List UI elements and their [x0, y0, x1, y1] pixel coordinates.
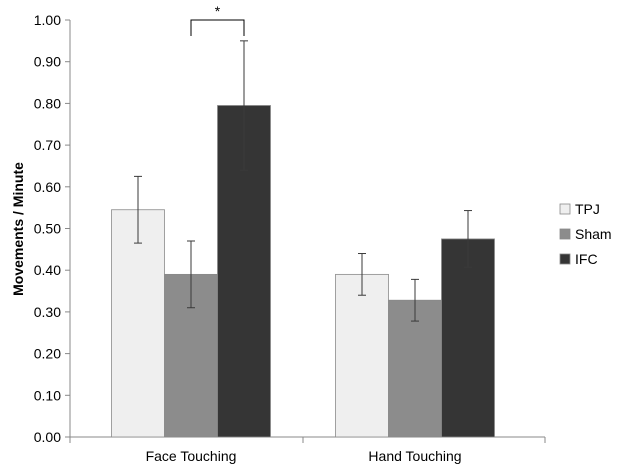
legend-swatch-ifc: [559, 253, 571, 265]
y-tick-label: 0.80: [34, 95, 61, 111]
legend-label-sham: Sham: [575, 226, 612, 242]
y-tick-label: 0.30: [34, 304, 61, 320]
error-bars: [134, 40, 472, 322]
bars: [111, 105, 495, 438]
legend-swatch-tpj: [559, 203, 571, 215]
y-axis: 0.00 0.10 0.20 0.30 0.40 0.50 0.60 0.70 0.80 0.90…: [34, 12, 71, 445]
y-tick-label: 0.90: [34, 54, 61, 70]
y-axis-title: Movements / Minute: [10, 162, 26, 296]
y-tick-label: 0.50: [34, 221, 61, 237]
legend: TPJ Sham IFC: [559, 201, 612, 267]
bar-sham-hand: [388, 299, 442, 438]
significance-star: *: [215, 3, 221, 19]
y-tick-label: 0.20: [34, 346, 61, 362]
significance-annotation: *: [190, 3, 245, 36]
y-tick-label: 0.70: [34, 137, 61, 153]
x-category-label: Face Touching: [146, 448, 237, 464]
bar-tpj-face: [111, 209, 165, 438]
legend-label-ifc: IFC: [575, 251, 598, 267]
x-category-label: Hand Touching: [368, 448, 461, 464]
y-tick-label: 1.00: [34, 12, 61, 28]
y-tick-label: 0.60: [34, 179, 61, 195]
y-tick-label: 0.40: [34, 262, 61, 278]
bar-ifc-hand: [441, 238, 495, 438]
legend-label-tpj: TPJ: [575, 201, 600, 217]
bar-tpj-hand: [335, 273, 389, 438]
legend-swatch-sham: [559, 228, 571, 240]
significance-bracket: [190, 19, 245, 36]
y-tick-label: 0.10: [34, 387, 61, 403]
y-tick-label: 0.00: [34, 429, 61, 445]
x-axis: Face Touching Hand Touching: [69, 436, 546, 464]
